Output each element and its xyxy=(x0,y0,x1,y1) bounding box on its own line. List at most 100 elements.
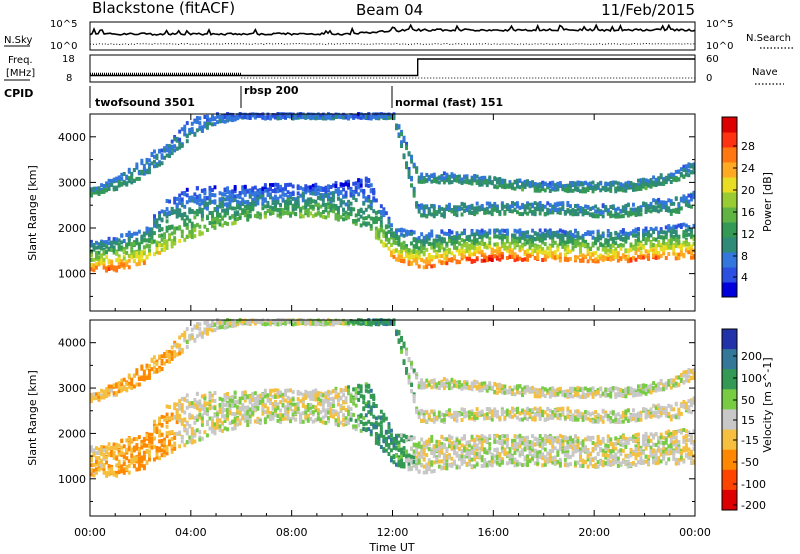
power-cell xyxy=(248,202,252,206)
power-cell xyxy=(165,246,169,250)
velocity-cell xyxy=(100,388,104,393)
power-cell xyxy=(614,255,618,259)
power-cell xyxy=(266,112,270,117)
velocity-cell xyxy=(117,452,121,457)
velocity-cell xyxy=(213,413,217,418)
power-cell xyxy=(591,235,595,240)
power-cell xyxy=(216,217,219,221)
power-cell xyxy=(200,210,204,215)
velocity-cell xyxy=(261,411,265,416)
power-cell xyxy=(173,200,177,205)
power-cell xyxy=(377,209,381,214)
velocity-cell xyxy=(246,320,250,325)
power-cell xyxy=(188,234,192,238)
power-cell xyxy=(601,233,605,238)
power-cell xyxy=(400,254,404,259)
velocity-cell xyxy=(137,456,141,461)
power-cell xyxy=(384,237,388,242)
power-cell xyxy=(236,194,240,199)
power-cell xyxy=(468,250,472,255)
power-cell xyxy=(415,259,419,264)
power-cell xyxy=(521,184,525,189)
velocity-cell xyxy=(233,416,237,421)
velocity-cell xyxy=(165,434,169,439)
power-cell xyxy=(263,116,267,121)
power-cell xyxy=(626,184,630,189)
power-cell xyxy=(485,179,489,184)
power-cell xyxy=(639,180,643,185)
power-cell xyxy=(478,182,482,187)
velocity-cell xyxy=(190,440,194,445)
power-cell xyxy=(579,249,582,254)
velocity-cell xyxy=(258,319,262,324)
power-cell xyxy=(294,197,298,202)
power-cell xyxy=(127,167,131,172)
power-cell xyxy=(563,233,567,237)
power-cell xyxy=(584,243,588,248)
power-cell xyxy=(505,203,509,208)
velocity-cell xyxy=(274,395,277,399)
power-cell xyxy=(200,128,204,133)
power-cell xyxy=(359,208,363,213)
power-cell xyxy=(311,183,315,188)
velocity-cell xyxy=(160,448,164,453)
power-cell xyxy=(274,202,277,207)
velocity-cell xyxy=(107,392,111,397)
velocity-cell xyxy=(173,441,177,446)
nsearch-trace xyxy=(89,42,696,46)
velocity-cell xyxy=(226,321,230,326)
power-cell xyxy=(233,218,237,222)
power-cell xyxy=(632,233,635,238)
power-cell xyxy=(495,245,499,250)
power-cell xyxy=(659,207,663,212)
power-cell xyxy=(450,258,454,263)
power-cell xyxy=(248,189,252,194)
velocity-cell xyxy=(150,436,154,441)
power-cell xyxy=(384,233,388,238)
power-cell xyxy=(412,258,416,263)
power-cell xyxy=(687,173,691,178)
power-cell xyxy=(561,201,565,206)
power-cell xyxy=(110,181,114,186)
power-cell xyxy=(546,254,550,259)
velocity-cell xyxy=(155,430,159,434)
power-cell xyxy=(475,180,479,185)
velocity-cell xyxy=(175,413,179,418)
power-cell xyxy=(475,257,479,262)
velocity-cell xyxy=(233,390,237,395)
power-cell xyxy=(642,245,646,250)
power-cell xyxy=(100,258,104,263)
velocity-cell xyxy=(251,406,255,411)
velocity-cell xyxy=(92,463,96,467)
power-cell xyxy=(473,206,477,211)
velocity-cell xyxy=(183,443,187,448)
power-cell xyxy=(369,115,373,120)
velocity-cell xyxy=(107,388,111,393)
velocity-cell xyxy=(236,400,240,405)
velocity-cell xyxy=(115,456,119,461)
power-cell xyxy=(634,186,638,191)
power-cell xyxy=(392,254,396,259)
power-cell xyxy=(286,114,290,119)
velocity-cell xyxy=(107,464,111,469)
power-cell xyxy=(327,205,330,210)
power-cell xyxy=(437,246,441,251)
power-cell xyxy=(596,246,600,251)
power-cell xyxy=(657,197,661,202)
power-cell xyxy=(611,236,615,241)
power-cell xyxy=(611,182,615,187)
power-cell xyxy=(551,180,555,185)
power-cell xyxy=(629,248,633,253)
power-cell xyxy=(614,236,618,241)
power-cell xyxy=(271,113,275,117)
power-cell xyxy=(541,183,545,188)
power-cell xyxy=(495,205,499,210)
power-cell xyxy=(465,180,469,185)
power-cell xyxy=(339,198,343,203)
velocity-cell xyxy=(223,325,227,330)
power-cell xyxy=(100,261,104,266)
power-cell xyxy=(102,249,106,254)
power-cell xyxy=(586,252,590,257)
power-cell xyxy=(160,148,164,153)
power-cell xyxy=(538,237,542,242)
